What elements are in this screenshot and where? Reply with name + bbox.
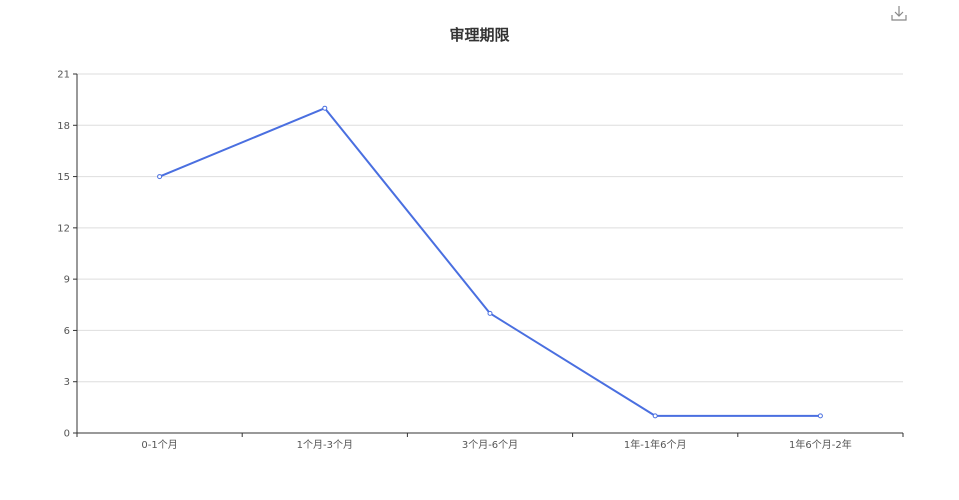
data-point[interactable] — [322, 105, 328, 111]
series — [157, 105, 823, 419]
chart-title: 审理期限 — [449, 26, 510, 44]
y-tick-label: 3 — [64, 377, 70, 388]
y-tick-label: 9 — [64, 275, 70, 286]
series-line — [159, 107, 821, 417]
data-point[interactable] — [652, 413, 658, 419]
y-tick-labels: 0 3 6 9 12 15 18 21 — [57, 70, 70, 440]
grid-lines — [77, 73, 903, 383]
y-tick-label: 6 — [64, 326, 70, 337]
download-icon[interactable] — [891, 4, 907, 22]
x-tick-label: 0-1个月 — [141, 439, 177, 451]
y-tick-label: 12 — [57, 223, 70, 234]
y-tick-label: 21 — [57, 70, 70, 81]
data-point[interactable] — [157, 174, 163, 180]
x-tick-label: 1年-1年6个月 — [624, 438, 687, 451]
data-point[interactable] — [487, 310, 493, 316]
x-tick-label: 3个月-6个月 — [462, 439, 518, 451]
x-tick-label: 1个月-3个月 — [297, 439, 353, 451]
x-tick-labels: 0-1个月 1个月-3个月 3个月-6个月 1年-1年6个月 1年6个月-2年 — [141, 438, 851, 451]
y-tick-label: 0 — [64, 429, 70, 440]
y-tick-label: 15 — [57, 172, 70, 183]
axes — [73, 73, 904, 437]
data-point[interactable] — [817, 413, 823, 419]
y-tick-label: 18 — [57, 121, 70, 132]
x-tick-label: 1年6个月-2年 — [789, 438, 852, 451]
